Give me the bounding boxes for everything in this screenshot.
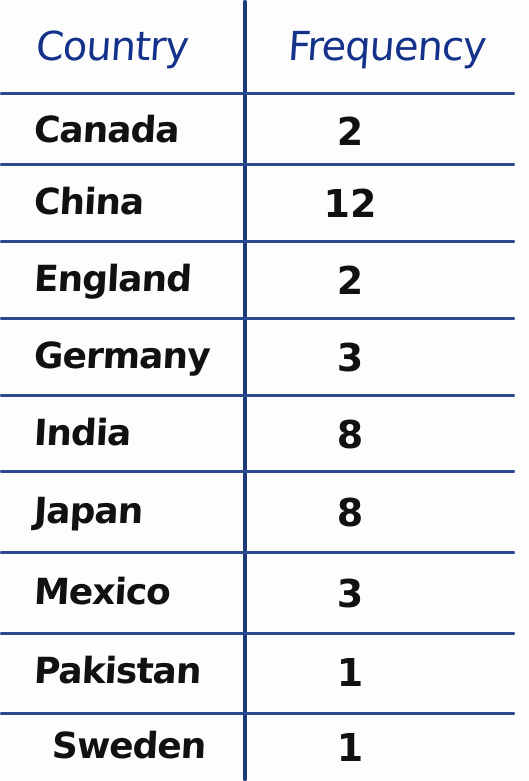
frequency-cell: 8 — [336, 491, 364, 535]
frequency-cell: 12 — [323, 182, 377, 226]
country-cell: India — [32, 413, 132, 454]
frequency-cell: 1 — [336, 726, 364, 770]
frequency-cell: 8 — [336, 413, 364, 457]
country-cell: Mexico — [32, 572, 171, 613]
table-row: Canada 2 — [0, 96, 529, 174]
row-rule-line — [0, 551, 515, 554]
table-row: Japan 8 — [0, 477, 529, 555]
row-rule-line — [0, 240, 515, 243]
row-rule-line — [0, 317, 515, 320]
table-row: India 8 — [0, 399, 529, 477]
row-rule-line — [0, 394, 515, 397]
frequency-cell: 2 — [336, 110, 364, 154]
row-rule-line — [0, 632, 515, 635]
column-divider — [243, 0, 247, 781]
table-header: Country Frequency — [0, 0, 529, 92]
table-row: England 2 — [0, 245, 529, 323]
frequency-cell: 2 — [336, 259, 364, 303]
country-column-header: Country — [34, 24, 190, 70]
table-row: Mexico 3 — [0, 558, 529, 636]
table-row: Pakistan 1 — [0, 637, 529, 715]
frequency-cell: 3 — [336, 336, 364, 380]
table-row: Sweden 1 — [0, 712, 529, 781]
header-rule-line — [0, 92, 515, 95]
country-cell: Pakistan — [32, 651, 202, 692]
country-cell: Germany — [32, 336, 211, 377]
frequency-cell: 3 — [336, 572, 364, 616]
country-cell: Sweden — [50, 726, 207, 767]
country-cell: England — [32, 259, 193, 300]
country-cell: Canada — [32, 110, 180, 151]
row-rule-line — [0, 163, 515, 166]
row-rule-line — [0, 712, 515, 715]
country-cell: China — [32, 182, 145, 223]
country-cell: Japan — [32, 491, 144, 532]
table-row: Germany 3 — [0, 322, 529, 400]
frequency-cell: 1 — [336, 651, 364, 695]
frequency-column-header: Frequency — [286, 24, 488, 70]
table-row: China 12 — [0, 168, 529, 246]
row-rule-line — [0, 470, 515, 473]
